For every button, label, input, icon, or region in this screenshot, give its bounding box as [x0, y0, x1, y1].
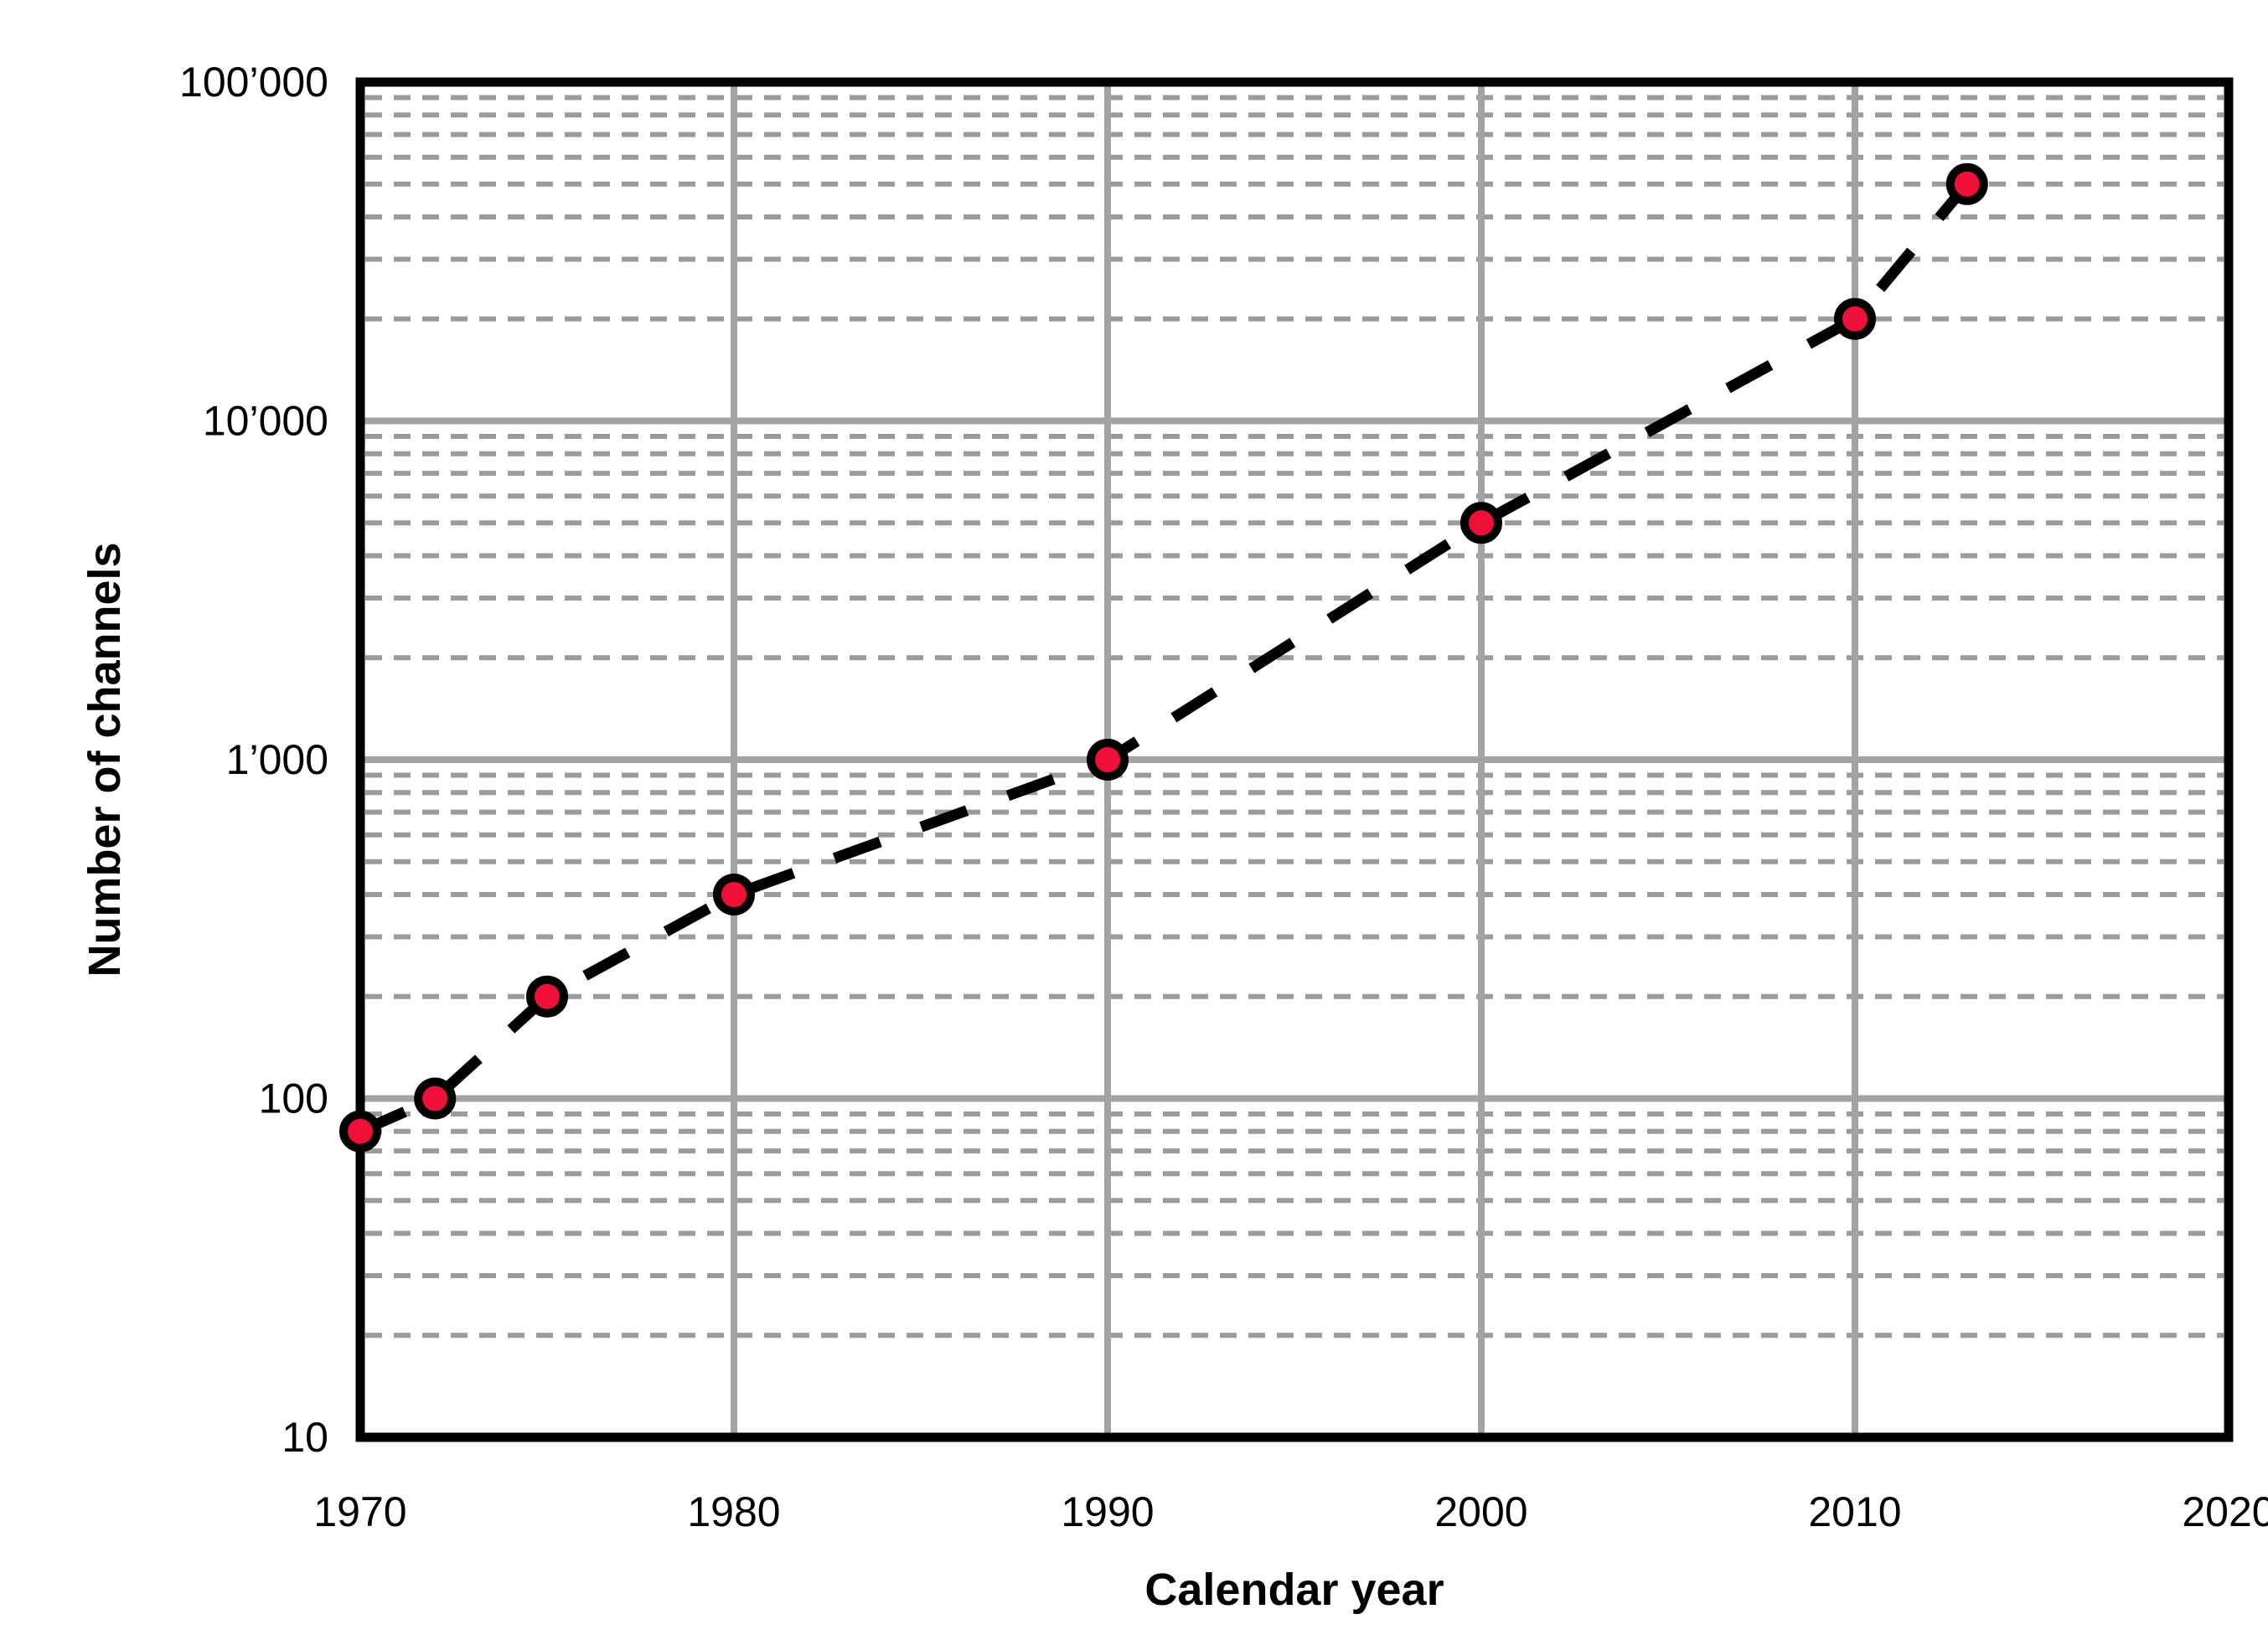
- data-point-1980: [713, 873, 755, 915]
- plot-border: [355, 77, 2234, 1442]
- x-tick-label-2010: 2010: [1808, 1488, 1901, 1535]
- data-point-1972: [414, 1077, 457, 1120]
- data-point-1990: [1087, 739, 1129, 781]
- channels-vs-year-chart: 10 100 1’000 10’000 100’000 1970 1980 1990 2000 2…: [34, 13, 2268, 1640]
- data-point-1970: [339, 1110, 381, 1153]
- y-tick-label-100: 100: [259, 1075, 328, 1122]
- x-axis-title: Calendar year: [1144, 1565, 1444, 1615]
- chart-background: [34, 13, 2268, 1640]
- y-tick-label-10: 10: [282, 1414, 328, 1461]
- data-point-2010: [1834, 297, 1876, 340]
- y-tick-label-1000: 1’000: [226, 736, 328, 783]
- x-tick-label-1970: 1970: [313, 1488, 406, 1535]
- y-axis-title: Number of channels: [80, 542, 130, 977]
- data-point-2013: [1945, 162, 1988, 205]
- data-point-2000: [1460, 502, 1502, 544]
- y-tick-label-10000: 10’000: [203, 398, 328, 445]
- data-point-1975: [526, 975, 568, 1018]
- y-tick-label-100000: 100’000: [179, 59, 328, 106]
- series-line: [358, 180, 1971, 1137]
- x-tick-label-1980: 1980: [687, 1488, 780, 1535]
- chart-canvas: 10 100 1’000 10’000 100’000 1970 1980 1990 2000 2…: [34, 13, 2268, 1640]
- x-tick-label-1990: 1990: [1061, 1488, 1154, 1535]
- x-tick-label-2000: 2000: [1434, 1488, 1527, 1535]
- x-tick-label-2020: 2020: [2182, 1488, 2268, 1535]
